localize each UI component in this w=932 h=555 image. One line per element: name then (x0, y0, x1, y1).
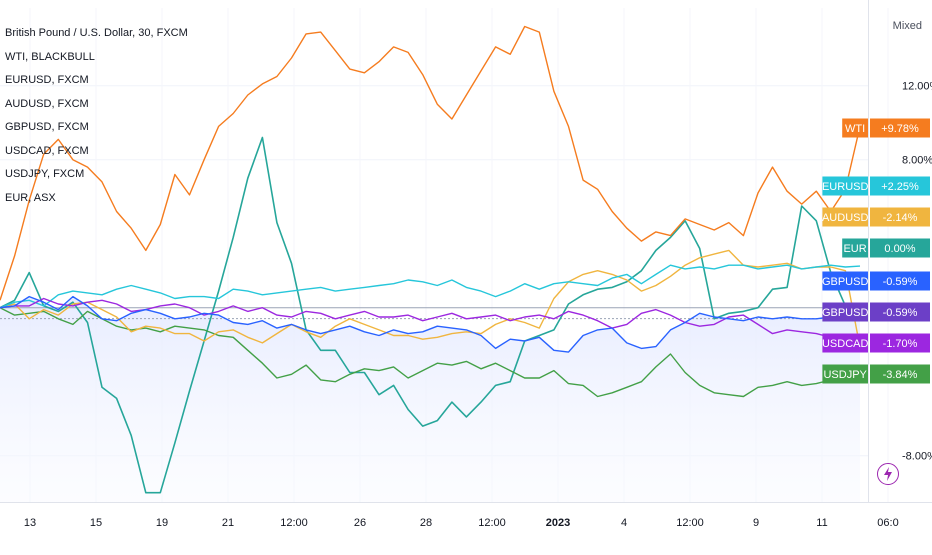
badge-label-bg (822, 207, 868, 227)
badge-usdjpy: USDJPY -3.84% (822, 364, 930, 384)
badge-value: +2.25% (881, 181, 919, 193)
x-tick-label: 15 (90, 517, 102, 529)
legend-item-wti[interactable]: WTI, BLACKBULL (5, 50, 95, 63)
badge-eur: EUR 0.00% (842, 238, 930, 258)
series-line-gbpusd[interactable] (0, 295, 861, 353)
badge-value-bg (870, 176, 930, 196)
x-tick-label: 28 (420, 517, 432, 529)
series-lines (0, 25, 861, 494)
badge-label: AUDUSD (822, 212, 869, 224)
legend-item-usdjpy[interactable]: USDJPY, FXCM (5, 168, 85, 180)
y-tick-label: 12.00% (902, 81, 932, 93)
series-line-audusd[interactable] (0, 249, 861, 348)
scale-mode-label[interactable]: Mixed (892, 20, 922, 32)
gbpusd-area-fill (0, 296, 860, 502)
badge-audusd: AUDUSD -2.14% (822, 207, 930, 227)
x-tick-label: 06:0 (877, 517, 898, 529)
series-line-wti[interactable] (0, 25, 861, 301)
x-tick-label: 9 (753, 517, 759, 529)
badge-value: -0.59% (883, 307, 918, 319)
legend-item-eurusd[interactable]: EURUSD, FXCM (5, 74, 89, 86)
chart-legend: British Pound / U.S. Dollar, 30, FXCM WT… (5, 22, 188, 210)
badge-label-bg (822, 364, 868, 384)
y-tick-label: -8.00% (902, 451, 932, 463)
badge-value: -0.59% (883, 276, 918, 288)
badge-label: EURUSD (822, 181, 869, 193)
badge-label: GBPUSD (822, 307, 869, 319)
badge-value: -2.14% (883, 212, 918, 224)
legend-item-usdcad[interactable]: USDCAD, FXCM (5, 144, 89, 157)
badge-value: 0.00% (884, 243, 915, 255)
y-tick-label: 8.00% (902, 155, 932, 167)
x-tick-label: 4 (621, 517, 627, 529)
x-tick-label: 26 (354, 517, 366, 529)
x-axis[interactable]: 13 15 19 21 12:00 26 28 12:00 2023 4 12:00 9 11 06:0 (24, 517, 899, 529)
legend-item-gbpusd[interactable]: GBPUSD, FXCM (5, 121, 89, 133)
badge-value-bg (870, 333, 930, 353)
badge-gbpusd: GBPUSD -0.59% (822, 271, 930, 291)
badge-value: -1.70% (883, 338, 918, 350)
badge-value: -3.84% (883, 369, 918, 381)
badge-label-bg (822, 176, 868, 196)
legend-item-eur[interactable]: EUR, ASX (5, 191, 56, 204)
badge-label-bg (842, 238, 868, 258)
x-tick-label: 12:00 (280, 517, 308, 529)
x-tick-label: 2023 (546, 517, 570, 529)
badge-label: USDJPY (823, 369, 867, 381)
badge-value: +9.78% (881, 123, 919, 135)
badge-value-bg (870, 271, 930, 291)
legend-main-symbol[interactable]: British Pound / U.S. Dollar, 30, FXCM (5, 27, 188, 39)
badge-label-bg (822, 302, 868, 322)
badge-value-bg (870, 207, 930, 227)
price-badges: WTI +9.78% EURUSD +2.25% AUDUSD -2.14% EUR 0.00… (822, 118, 930, 384)
series-line-usdjpy[interactable] (0, 307, 861, 398)
x-tick-label: 11 (816, 517, 827, 529)
badge-usdcad: USDCAD -1.70% (822, 333, 930, 353)
badge-label-bg (822, 271, 868, 291)
badge-value-bg (870, 238, 930, 258)
badge-gbpusd: GBPUSD -0.59% (822, 302, 930, 322)
badge-eurusd: EURUSD +2.25% (822, 176, 930, 196)
x-tick-label: 19 (156, 517, 168, 529)
badge-value-bg (870, 302, 930, 322)
badge-label-bg (842, 118, 868, 138)
series-line-eurusd[interactable] (0, 264, 861, 309)
badge-label-bg (822, 333, 868, 353)
flash-icon[interactable] (877, 463, 899, 485)
badge-label: EUR (843, 243, 866, 255)
badge-label: GBPUSD (822, 276, 869, 288)
badge-label: WTI (845, 123, 865, 135)
x-tick-label: 21 (222, 517, 234, 529)
badge-wti: WTI +9.78% (842, 118, 930, 138)
legend-item-audusd[interactable]: AUDUSD, FXCM (5, 97, 89, 110)
badge-value-bg (870, 364, 930, 384)
x-tick-label: 12:00 (478, 517, 506, 529)
badge-label: USDCAD (822, 338, 869, 350)
x-tick-label: 13 (24, 517, 36, 529)
x-tick-label: 12:00 (676, 517, 704, 529)
badge-value-bg (870, 118, 930, 138)
y-axis[interactable]: 12.00% 8.00% -8.00% (902, 81, 932, 463)
